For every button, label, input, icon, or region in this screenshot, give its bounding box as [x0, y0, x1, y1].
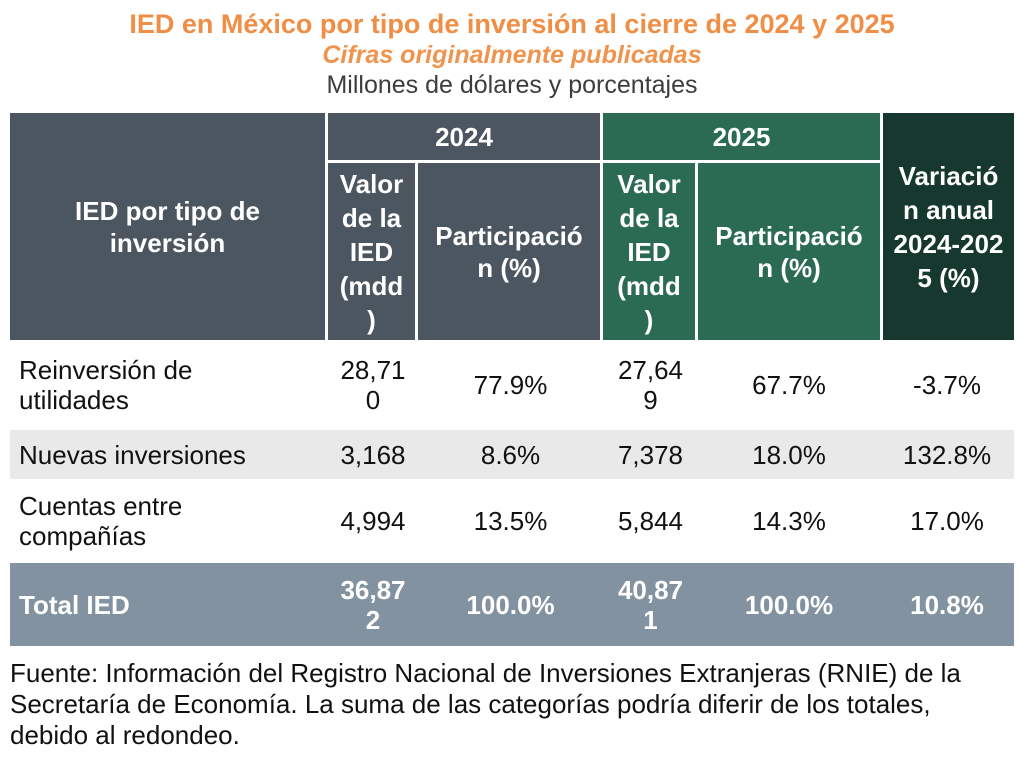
header-participacion-2024: Participació n (%)	[418, 163, 603, 340]
total-label: Total IED	[19, 589, 130, 620]
row-label: Cuentas entre compañías	[19, 491, 183, 551]
participacion-2024-cell: 13.5%	[473, 506, 548, 536]
header-variacion-anual: Variació n anual 2024-202 5 (%)	[880, 113, 1014, 340]
table-row-total-ied: Total IED 36,87 2 100.0% 40,87 1 100.0% …	[10, 563, 1014, 646]
valor-2025-cell: 27,64 9	[617, 355, 684, 415]
row-label: Reinversión de utilidades	[19, 355, 193, 415]
units-caption: Millones de dólares y porcentajes	[326, 71, 698, 99]
variacion-cell: 17.0%	[910, 506, 984, 536]
variacion-cell: 132.8%	[902, 439, 992, 470]
participacion-2024-cell: 77.9%	[473, 370, 548, 400]
participacion-2025-cell: 18.0%	[752, 439, 826, 470]
table-row-cuentas-entre-companias: Cuentas entre compañías 4,994 13.5% 5,84…	[10, 479, 1014, 563]
total-valor-2025-cell: 40,87 1	[617, 574, 684, 635]
valor-2024-cell: 28,71 0	[340, 355, 406, 415]
valor-2024-cell: 4,994	[340, 506, 406, 536]
page-title: IED en México por tipo de inversión al c…	[129, 9, 895, 39]
participacion-2025-cell: 14.3%	[752, 506, 826, 536]
total-variacion-cell: 10.8%	[910, 589, 984, 620]
ied-table: IED por tipo de inversión 2024 2025 Vari…	[10, 113, 1014, 646]
total-participacion-2025-cell: 100.0%	[744, 589, 834, 620]
variacion-cell: -3.7%	[913, 370, 981, 400]
table-header: IED por tipo de inversión 2024 2025 Vari…	[10, 113, 1014, 340]
table-row-reinversion: Reinversión de utilidades 28,71 0 77.9% …	[10, 340, 1014, 430]
valor-2025-cell: 5,844	[617, 506, 684, 536]
participacion-2025-cell: 67.7%	[752, 370, 826, 400]
row-label: Nuevas inversiones	[19, 439, 246, 470]
participacion-2024-cell: 8.6%	[480, 439, 541, 470]
total-valor-2024-cell: 36,87 2	[340, 574, 406, 635]
header-year-2024: 2024	[328, 113, 603, 163]
header-valor-ied-2025: Valor de la IED (mdd )	[603, 163, 698, 340]
valor-2024-cell: 3,168	[340, 439, 406, 470]
table-row-nuevas-inversiones: Nuevas inversiones 3,168 8.6% 7,378 18.0…	[10, 430, 1014, 479]
header-valor-ied-2024: Valor de la IED (mdd )	[328, 163, 418, 340]
title-block: IED en México por tipo de inversión al c…	[0, 0, 1024, 100]
header-year-2025: 2025	[603, 113, 880, 163]
valor-2025-cell: 7,378	[617, 439, 684, 470]
header-row-label: IED por tipo de inversión	[10, 113, 328, 340]
source-note: Fuente: Información del Registro Naciona…	[10, 658, 961, 750]
page-subtitle: Cifras originalmente publicadas	[322, 41, 702, 69]
header-participacion-2025: Participació n (%)	[698, 163, 880, 340]
total-participacion-2024-cell: 100.0%	[466, 589, 555, 620]
